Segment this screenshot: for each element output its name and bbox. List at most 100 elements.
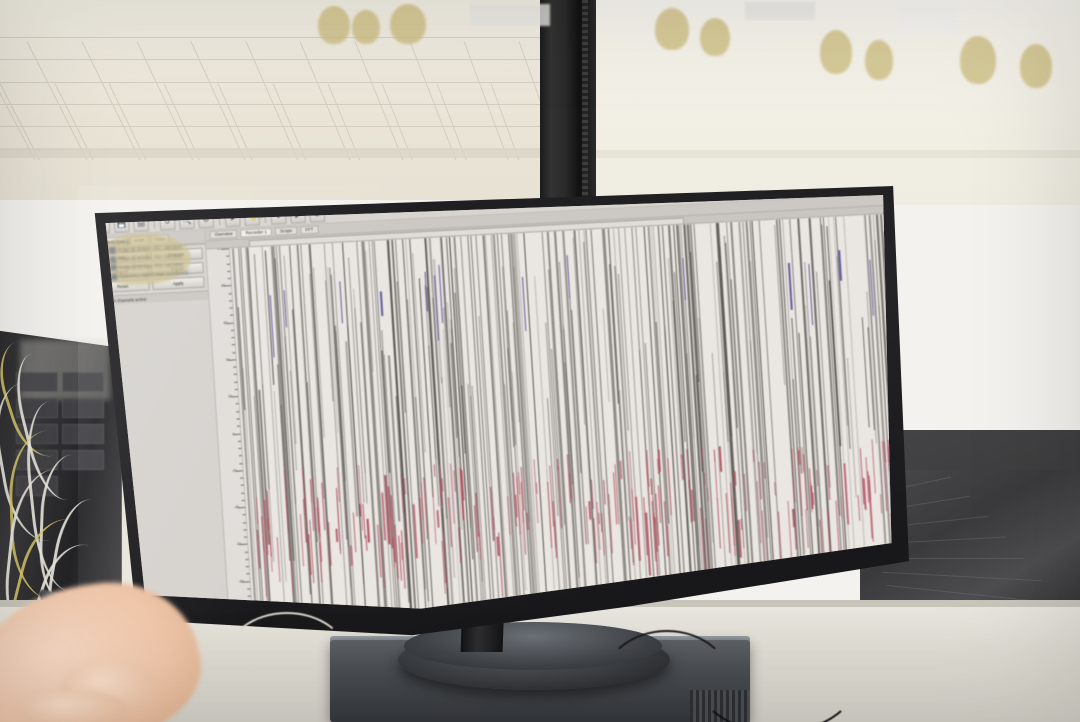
menu-item-window[interactable]: Window bbox=[223, 200, 241, 207]
y-tick bbox=[236, 418, 240, 420]
waveform-trace bbox=[490, 486, 495, 541]
waveform-trace bbox=[725, 493, 731, 553]
window-sill-right bbox=[592, 150, 1080, 158]
waveform-trace bbox=[299, 513, 304, 567]
waveform-trace bbox=[572, 237, 586, 426]
y-tick bbox=[240, 484, 244, 486]
menu-item-edit[interactable]: Edit bbox=[109, 207, 118, 213]
y-tick bbox=[241, 499, 245, 501]
app-icon-3[interactable] bbox=[220, 633, 228, 638]
menu-item-file[interactable]: File bbox=[93, 208, 102, 214]
y-tick-label: -80 bbox=[238, 579, 244, 584]
x-tick bbox=[722, 594, 724, 598]
y-tick bbox=[247, 595, 251, 597]
y-tick bbox=[231, 344, 235, 346]
waveform-trace bbox=[541, 232, 566, 602]
menu-item-toolbars[interactable]: Toolbars bbox=[167, 203, 186, 210]
tree-2 bbox=[352, 10, 380, 44]
monitor-screen[interactable]: Dewesoft - Measurement setup for 12 chan… bbox=[93, 195, 914, 638]
building-far-center bbox=[745, 2, 815, 20]
window-pane-left bbox=[0, 0, 546, 200]
x-tick-label: 8 bbox=[784, 594, 787, 599]
y-tick bbox=[242, 521, 247, 523]
monitor: Dewesoft - Measurement setup for 12 chan… bbox=[78, 186, 914, 638]
plot-tab-fft[interactable]: FFT bbox=[300, 225, 319, 235]
rack-module bbox=[16, 398, 58, 418]
y-tick bbox=[236, 425, 241, 427]
y-tick bbox=[243, 536, 248, 538]
y-tick bbox=[237, 447, 242, 449]
y-tick bbox=[244, 558, 249, 560]
x-tick bbox=[854, 587, 856, 591]
channel-label: Probe @ 50 kHz - P.3 - AI2 (mV) bbox=[118, 261, 184, 271]
app-icon[interactable] bbox=[198, 634, 206, 638]
window-mullion bbox=[540, 0, 596, 215]
plot-tab-recorder-1[interactable]: Recorder 1 bbox=[240, 227, 273, 238]
menu-item-view[interactable]: View bbox=[125, 206, 136, 212]
plot-tab-overview[interactable]: Overview bbox=[209, 229, 238, 240]
waveform-trace bbox=[338, 281, 343, 324]
waveform-trace bbox=[718, 446, 722, 473]
y-tick bbox=[230, 337, 235, 338]
waveform-trace bbox=[764, 462, 766, 479]
channel-checkbox[interactable] bbox=[109, 247, 116, 255]
channel-checkbox[interactable] bbox=[109, 256, 117, 263]
waveform-trace bbox=[603, 479, 607, 505]
app-icon-2[interactable] bbox=[209, 633, 217, 638]
y-tick bbox=[228, 292, 232, 294]
waveform-trace bbox=[716, 497, 721, 549]
waveform-trace bbox=[366, 518, 370, 543]
waveform-trace bbox=[909, 258, 914, 453]
y-tick-label: 0 bbox=[232, 431, 235, 436]
y-tick bbox=[229, 307, 233, 309]
y-tick bbox=[237, 440, 242, 442]
menu-item-display[interactable]: Display bbox=[143, 205, 160, 211]
y-tick bbox=[244, 551, 248, 553]
tree-1 bbox=[318, 6, 350, 44]
waveform-trace bbox=[493, 517, 495, 530]
marble-vein bbox=[878, 558, 1024, 559]
y-tick bbox=[242, 529, 247, 531]
waveform-trace bbox=[857, 495, 860, 521]
waveform-trace bbox=[612, 228, 637, 598]
tree-7 bbox=[865, 40, 893, 80]
waveform-trace bbox=[436, 509, 440, 528]
tree-5 bbox=[700, 18, 730, 56]
lot-row bbox=[0, 126, 546, 128]
tree-9 bbox=[1020, 44, 1052, 88]
y-tick bbox=[225, 255, 230, 257]
waveform-trace bbox=[365, 535, 367, 551]
tree-3 bbox=[390, 4, 426, 44]
waveform-trace bbox=[822, 217, 847, 587]
plot-tab-scope[interactable]: Scope bbox=[274, 226, 298, 236]
lot-row bbox=[0, 59, 546, 61]
waveform-trace bbox=[913, 468, 914, 518]
y-tick bbox=[230, 329, 235, 331]
y-tick bbox=[233, 374, 237, 375]
rack-module bbox=[62, 424, 104, 444]
y-tick-label: 60 bbox=[223, 320, 228, 325]
y-tick-label: -20 bbox=[231, 468, 237, 473]
waveform-trace bbox=[871, 439, 877, 494]
rack-module bbox=[16, 424, 58, 444]
power-cable-2 bbox=[690, 600, 864, 722]
waveform-trace bbox=[777, 511, 782, 561]
y-tick-label: 20 bbox=[228, 394, 233, 399]
channel-checkbox[interactable] bbox=[110, 264, 117, 272]
channel-checkbox[interactable] bbox=[110, 273, 118, 280]
waveform-trace bbox=[635, 496, 641, 561]
x-tick-label: 9 bbox=[850, 591, 853, 596]
y-tick bbox=[229, 314, 234, 316]
y-tick bbox=[234, 388, 238, 390]
tree-4 bbox=[655, 8, 689, 50]
menu-item-acquisition[interactable]: Acquisition bbox=[192, 202, 216, 209]
waveform-trace bbox=[335, 528, 338, 543]
y-tick bbox=[245, 573, 250, 575]
menu-item-help[interactable]: Help bbox=[248, 199, 259, 206]
waveform-trace bbox=[431, 489, 436, 545]
y-tick-label: -60 bbox=[236, 542, 242, 547]
x-tick-label: 7 bbox=[718, 598, 721, 603]
channel-label: Probe @ 20 kHz - P.2 - AI1 (mV) bbox=[117, 253, 183, 262]
waveform-trace bbox=[380, 291, 384, 316]
